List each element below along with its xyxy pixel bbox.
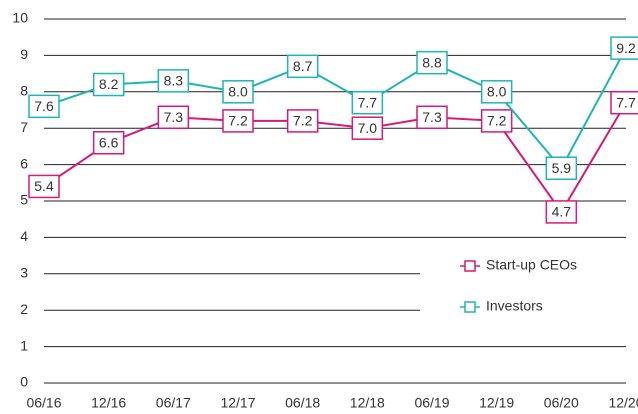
data-label: 8.0: [487, 84, 507, 100]
point-marker: [286, 109, 319, 133]
point-marker: [157, 105, 190, 130]
x-tick-label: 06/17: [156, 395, 191, 411]
y-tick-label: 7: [20, 119, 28, 135]
point-marker: [157, 69, 190, 93]
data-label: 9.2: [616, 40, 636, 56]
y-tick-label: 2: [20, 301, 28, 317]
x-tick-label: 12/18: [350, 395, 385, 411]
series-line: [43, 47, 627, 171]
legend: Start-up CEOs Investors: [420, 250, 626, 326]
point-marker: [351, 116, 384, 140]
point-marker: [610, 36, 638, 60]
data-label: 5.4: [34, 178, 54, 194]
x-tick-label: 06/19: [414, 395, 449, 411]
point-marker: [545, 156, 578, 180]
y-tick-label: 0: [20, 374, 28, 390]
data-label: 7.3: [422, 109, 442, 125]
point-marker: [416, 50, 448, 75]
point-marker: [92, 131, 125, 155]
x-tick-label: 12/20: [608, 395, 638, 411]
y-tick-label: 1: [20, 337, 28, 353]
data-label: 8.8: [422, 54, 442, 70]
y-tick-label: 9: [20, 46, 28, 62]
point-marker: [480, 109, 513, 133]
point-marker: [416, 105, 448, 130]
data-label: 7.7: [616, 94, 636, 110]
x-tick-label: 12/19: [479, 395, 514, 411]
y-tick-label: 10: [12, 10, 28, 26]
data-label: 8.7: [293, 58, 313, 74]
legend-label: Investors: [486, 298, 543, 314]
legend-label: Start-up CEOs: [486, 257, 577, 273]
point-marker: [545, 200, 578, 224]
point-marker: [351, 90, 384, 115]
point-marker: [92, 72, 125, 97]
y-tick-label: 4: [20, 228, 28, 244]
y-tick-label: 5: [20, 192, 28, 208]
x-tick-label: 12/16: [91, 395, 126, 411]
point-marker: [222, 80, 254, 104]
data-label: 8.3: [164, 73, 184, 89]
data-label: 8.2: [99, 76, 119, 92]
point-marker: [286, 54, 319, 79]
point-marker: [610, 90, 638, 115]
data-label: 7.2: [228, 113, 248, 129]
data-label: 7.0: [358, 120, 378, 136]
data-label: 7.2: [293, 113, 313, 129]
point-marker: [28, 94, 60, 119]
y-tick-label: 3: [20, 265, 28, 281]
x-tick-label: 06/16: [26, 395, 61, 411]
legend-marker: [464, 301, 476, 313]
legend-background: [420, 250, 626, 326]
y-tick-label: 8: [20, 83, 28, 99]
data-label: 7.6: [34, 98, 54, 114]
x-tick-label: 06/20: [544, 395, 579, 411]
data-label: 8.0: [228, 84, 248, 100]
data-label: 7.7: [358, 94, 378, 110]
data-label: 7.2: [487, 113, 507, 129]
data-label: 5.9: [552, 160, 572, 176]
point-marker: [28, 174, 60, 199]
x-tick-label: 12/17: [220, 395, 255, 411]
point-marker: [222, 109, 254, 133]
data-label: 4.7: [552, 204, 572, 220]
point-marker: [480, 80, 513, 104]
data-label: 7.3: [164, 109, 184, 125]
x-tick-label: 06/18: [285, 395, 320, 411]
data-label: 6.6: [99, 134, 119, 150]
y-tick-label: 6: [20, 155, 28, 171]
series-line: [43, 102, 627, 214]
legend-marker: [464, 260, 476, 272]
